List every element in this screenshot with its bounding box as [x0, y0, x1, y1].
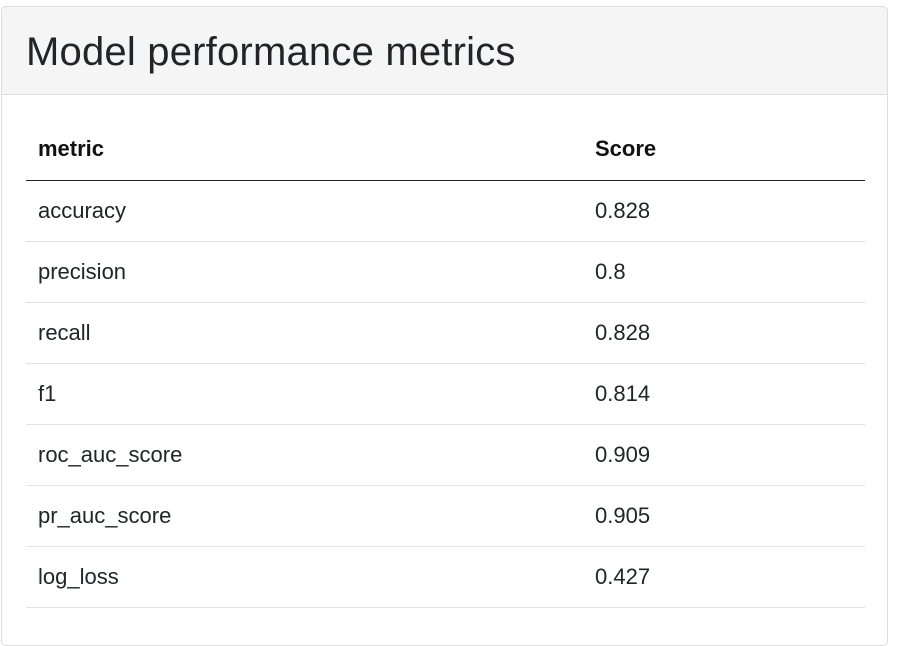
- score-cell: 0.8: [583, 241, 865, 303]
- metrics-table: metric Score accuracy 0.828 precision 0.…: [26, 119, 865, 608]
- table-row: recall 0.828: [26, 302, 865, 364]
- table-row: pr_auc_score 0.905: [26, 485, 865, 547]
- metric-cell: accuracy: [26, 180, 583, 242]
- card-body: metric Score accuracy 0.828 precision 0.…: [2, 95, 887, 608]
- table-row: f1 0.814: [26, 363, 865, 425]
- metrics-card: Model performance metrics metric Score a…: [1, 6, 888, 646]
- score-cell: 0.814: [583, 363, 865, 425]
- card-header: Model performance metrics: [2, 7, 887, 95]
- score-cell: 0.909: [583, 424, 865, 486]
- score-cell: 0.905: [583, 485, 865, 547]
- metric-cell: pr_auc_score: [26, 485, 583, 547]
- metric-cell: log_loss: [26, 546, 583, 608]
- score-cell: 0.427: [583, 546, 865, 608]
- score-cell: 0.828: [583, 180, 865, 242]
- column-header-metric: metric: [26, 119, 583, 181]
- table-row: accuracy 0.828: [26, 180, 865, 242]
- table-row: roc_auc_score 0.909: [26, 424, 865, 486]
- table-header-row: metric Score: [26, 119, 865, 181]
- metric-cell: precision: [26, 241, 583, 303]
- table-row: log_loss 0.427: [26, 546, 865, 608]
- metric-cell: f1: [26, 363, 583, 425]
- metric-cell: roc_auc_score: [26, 424, 583, 486]
- page-title: Model performance metrics: [26, 29, 516, 74]
- metric-cell: recall: [26, 302, 583, 364]
- table-row: precision 0.8: [26, 241, 865, 303]
- column-header-score: Score: [583, 119, 865, 181]
- score-cell: 0.828: [583, 302, 865, 364]
